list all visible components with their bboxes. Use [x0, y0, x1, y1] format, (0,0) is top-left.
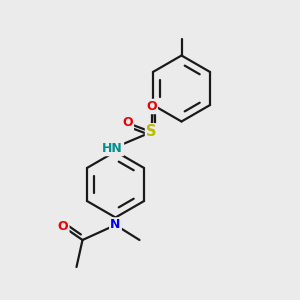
- Text: O: O: [146, 100, 157, 113]
- Text: O: O: [58, 220, 68, 233]
- Text: N: N: [110, 218, 121, 232]
- Text: O: O: [122, 116, 133, 130]
- Text: HN: HN: [102, 142, 123, 155]
- Text: S: S: [146, 124, 157, 140]
